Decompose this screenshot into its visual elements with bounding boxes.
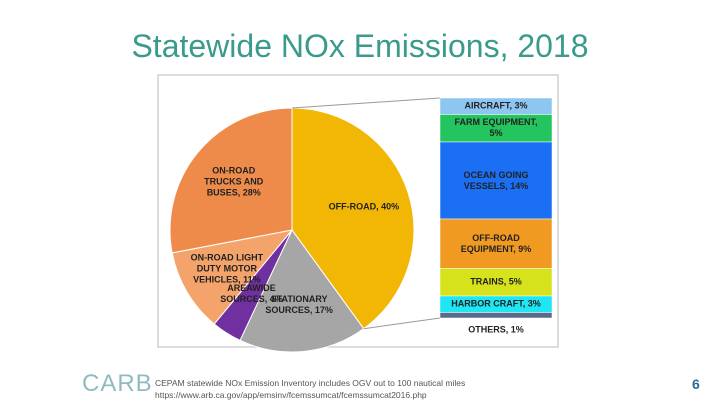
connector — [291, 97, 441, 109]
data-label: OFF-ROAD EQUIPMENT, 9% — [460, 232, 532, 254]
page-number: 6 — [692, 376, 700, 392]
breakdown-segment — [439, 268, 553, 297]
data-label: ON-ROAD TRUCKS AND BUSES, 28% — [204, 165, 264, 198]
data-label: HARBOR CRAFT, 3% — [451, 298, 541, 309]
breakdown-segment — [439, 312, 553, 319]
data-label: OTHERS, 1% — [468, 324, 524, 335]
data-label: STATIONARY SOURCES, 17% — [265, 294, 333, 316]
data-label: ON-ROAD LIGHT DUTY MOTOR VEHICLES, 11% — [190, 252, 264, 284]
connector — [363, 317, 441, 330]
pie-slice — [291, 107, 415, 330]
pie-slice — [169, 107, 293, 254]
data-label: OFF-ROAD, 40% — [328, 201, 400, 212]
logo: CARB — [82, 370, 153, 397]
data-label: OCEAN GOING VESSELS, 14% — [463, 169, 529, 191]
breakdown-segment — [439, 218, 553, 269]
footnote: https://www.arb.ca.gov/app/emsinv/fcemss… — [155, 390, 427, 400]
breakdown-segment — [439, 141, 553, 220]
data-label: AIRCRAFT, 3% — [464, 100, 528, 111]
data-label: AREAWIDE SOURCES, 4% — [220, 282, 283, 304]
data-label: TRAINS, 5% — [470, 276, 522, 287]
pie-slice — [239, 229, 365, 353]
footnote: CEPAM statewide NOx Emission Inventory i… — [155, 378, 466, 388]
pie-slice — [171, 229, 294, 325]
data-label: FARM EQUIPMENT, 5% — [454, 117, 538, 139]
slide-title: Statewide NOx Emissions, 2018 — [131, 28, 589, 64]
